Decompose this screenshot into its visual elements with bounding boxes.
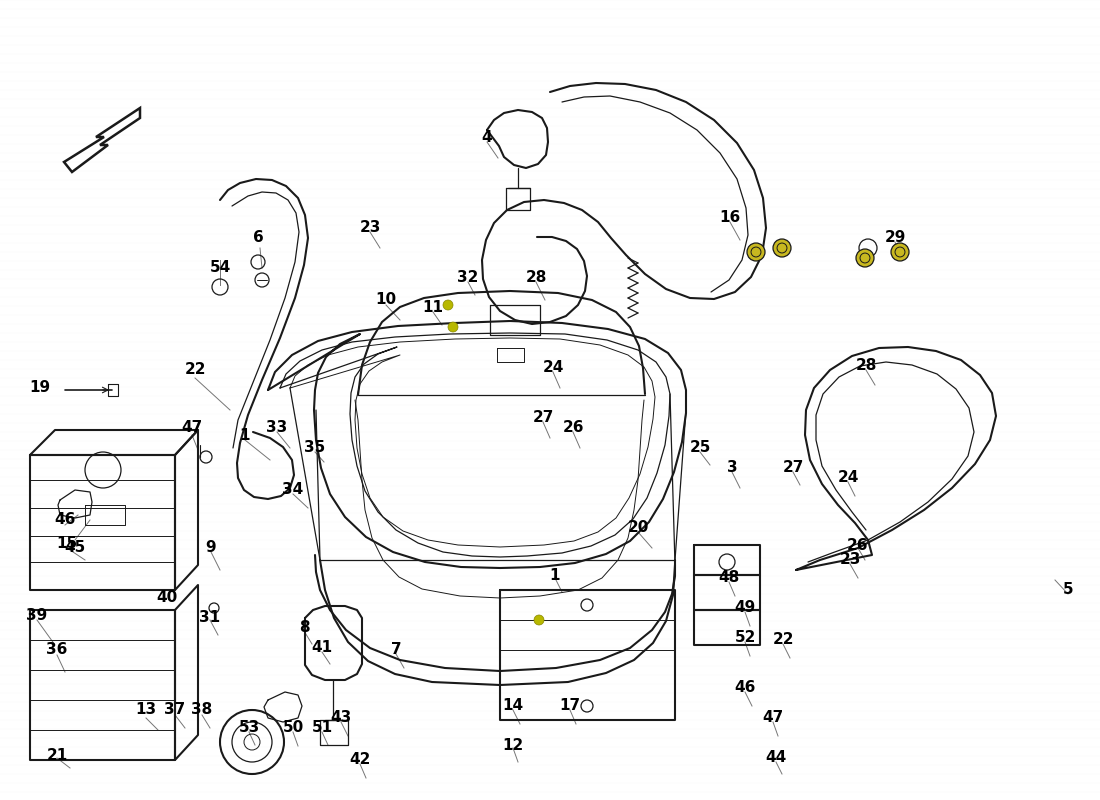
Text: 47: 47 — [182, 419, 202, 434]
Text: 22: 22 — [185, 362, 206, 378]
Text: 53: 53 — [239, 721, 260, 735]
Text: 15: 15 — [56, 535, 78, 550]
Text: 42: 42 — [350, 753, 371, 767]
Text: 28: 28 — [526, 270, 547, 285]
Text: 23: 23 — [360, 221, 381, 235]
Text: 45: 45 — [65, 541, 86, 555]
Text: 29: 29 — [884, 230, 905, 246]
Text: 37: 37 — [164, 702, 186, 718]
Text: 12: 12 — [503, 738, 524, 754]
Text: 11: 11 — [422, 299, 443, 314]
Text: 36: 36 — [46, 642, 68, 658]
Text: 5: 5 — [1063, 582, 1074, 598]
Text: 21: 21 — [46, 747, 67, 762]
Text: 24: 24 — [837, 470, 859, 486]
Text: 44: 44 — [766, 750, 786, 766]
Text: 41: 41 — [311, 641, 332, 655]
Text: 54: 54 — [209, 259, 231, 274]
Circle shape — [534, 615, 544, 625]
Text: 46: 46 — [735, 681, 756, 695]
Text: 51: 51 — [311, 721, 332, 735]
Text: 32: 32 — [458, 270, 478, 285]
Text: 34: 34 — [283, 482, 304, 498]
Text: 47: 47 — [762, 710, 783, 726]
Text: 8: 8 — [299, 619, 309, 634]
Text: 26: 26 — [847, 538, 869, 553]
Text: 22: 22 — [772, 633, 794, 647]
Text: 1: 1 — [240, 427, 251, 442]
Text: 50: 50 — [283, 721, 304, 735]
Text: 43: 43 — [330, 710, 352, 726]
Text: 1: 1 — [550, 567, 560, 582]
Circle shape — [448, 322, 458, 332]
Text: 25: 25 — [690, 441, 711, 455]
Text: 6: 6 — [253, 230, 263, 246]
Circle shape — [891, 243, 909, 261]
Text: 7: 7 — [390, 642, 402, 658]
Text: 19: 19 — [30, 381, 51, 395]
Text: 13: 13 — [135, 702, 156, 718]
Text: 10: 10 — [375, 293, 397, 307]
Text: 40: 40 — [156, 590, 177, 606]
Text: 9: 9 — [206, 541, 217, 555]
Text: 28: 28 — [856, 358, 877, 374]
Circle shape — [443, 300, 453, 310]
Circle shape — [773, 239, 791, 257]
Text: 17: 17 — [560, 698, 581, 714]
Text: 31: 31 — [199, 610, 221, 625]
Text: 38: 38 — [191, 702, 212, 718]
Text: 49: 49 — [735, 601, 756, 615]
Text: 20: 20 — [627, 519, 649, 534]
Text: 27: 27 — [532, 410, 553, 425]
Text: 26: 26 — [562, 419, 584, 434]
Circle shape — [856, 249, 875, 267]
Text: 4: 4 — [482, 130, 493, 145]
Text: 16: 16 — [719, 210, 740, 226]
Text: 3: 3 — [727, 459, 737, 474]
Text: 24: 24 — [542, 359, 563, 374]
Text: 39: 39 — [26, 607, 47, 622]
Text: 23: 23 — [839, 553, 860, 567]
Text: 48: 48 — [718, 570, 739, 586]
Text: 35: 35 — [305, 439, 326, 454]
Text: 46: 46 — [54, 513, 76, 527]
Text: 33: 33 — [266, 419, 287, 434]
Text: 14: 14 — [503, 698, 524, 714]
Text: 52: 52 — [735, 630, 756, 646]
Text: 27: 27 — [782, 459, 804, 474]
Circle shape — [747, 243, 764, 261]
